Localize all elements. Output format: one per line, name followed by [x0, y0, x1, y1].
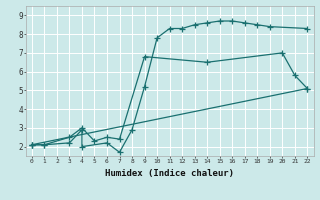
X-axis label: Humidex (Indice chaleur): Humidex (Indice chaleur): [105, 169, 234, 178]
